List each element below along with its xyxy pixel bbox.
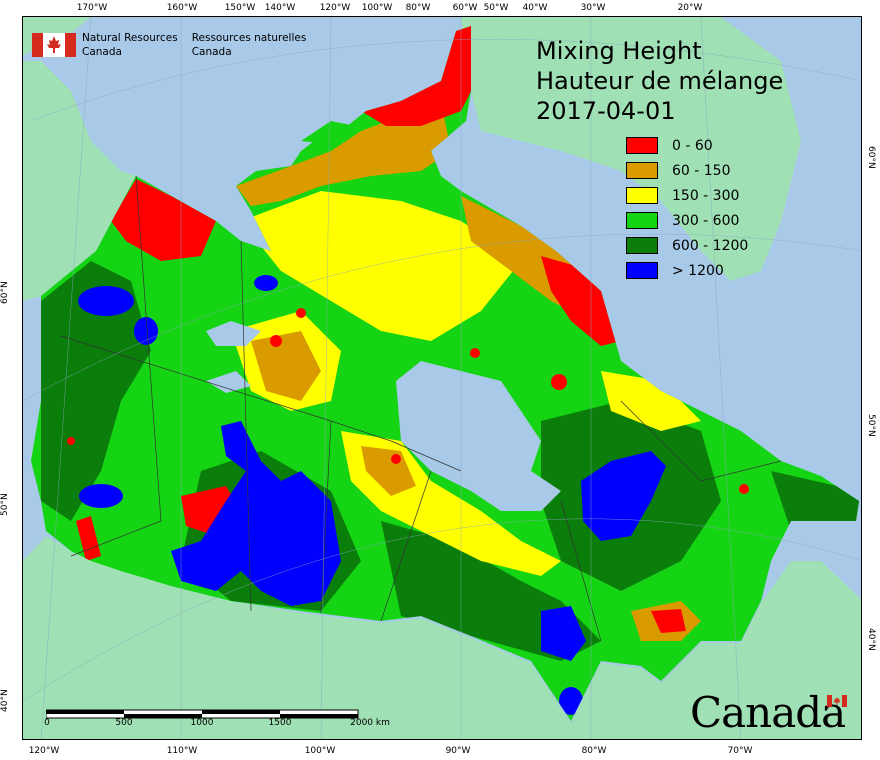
legend-label: 60 - 150 — [672, 162, 731, 179]
zone-red-bc — [76, 516, 101, 561]
legend-swatch — [626, 212, 658, 229]
great-slave-lake — [206, 371, 251, 393]
agency-en-line2: Canada — [82, 46, 122, 58]
wordmark-flag-icon — [827, 692, 847, 707]
tick-label: 140°W — [264, 3, 296, 13]
tick-label: 110°W — [166, 746, 198, 756]
scale-bar: 0 500 1000 1500 2000 km — [44, 706, 390, 728]
tick-label: 50°W — [483, 3, 509, 13]
zone-blue-bc — [79, 484, 123, 508]
tick-label: 20°W — [677, 3, 703, 13]
map-frame — [22, 16, 862, 740]
tick-label: 160°W — [166, 3, 198, 13]
legend-label: 300 - 600 — [672, 212, 740, 229]
tick-label: 40°W — [522, 3, 548, 13]
legend-label: 150 - 300 — [672, 187, 740, 204]
usa-land — [23, 536, 861, 739]
tick-label: 120°W — [319, 3, 351, 13]
legend-item: 300 - 600 — [626, 208, 748, 233]
title-date: 2017-04-01 — [536, 97, 676, 125]
zone-blue-quebec — [581, 451, 666, 541]
title-english: Mixing Height — [536, 37, 702, 65]
zone-orange-nwt — [251, 331, 321, 401]
tick-label: 100°W — [361, 3, 393, 13]
hotspot-3 — [551, 374, 567, 390]
scale-label: 1000 — [190, 718, 214, 728]
scale-label: 1500 — [268, 718, 292, 728]
tick-label: 120°W — [28, 746, 60, 756]
tick-label: 50°N — [866, 414, 876, 437]
tick-label: 70°W — [727, 746, 753, 756]
tick-label: 60°N — [866, 146, 876, 169]
zone-red-yukon — [111, 179, 216, 261]
legend-item: 150 - 300 — [626, 183, 748, 208]
agency-name-en: Natural Resources Canada — [82, 31, 178, 59]
hudson-bay — [396, 361, 561, 511]
legend-swatch — [626, 137, 658, 154]
zone-orange-hudson — [361, 446, 416, 496]
hotspot-7 — [67, 437, 75, 445]
scale-label: 0 — [44, 718, 50, 728]
canada-wordmark: Canada — [690, 688, 846, 737]
nrcan-signature: Natural Resources Canada Ressources natu… — [32, 31, 320, 59]
legend-label: 600 - 1200 — [672, 237, 749, 254]
zone-red-baffin — [541, 256, 621, 346]
tick-label: 60°W — [452, 3, 478, 13]
hotspot-2 — [296, 308, 306, 318]
agency-name-fr: Ressources naturelles Canada — [192, 31, 307, 59]
legend-item: 0 - 60 — [626, 133, 748, 158]
agency-fr-line2: Canada — [191, 46, 232, 58]
hotspot-1 — [270, 335, 282, 347]
tick-label: 80°W — [405, 3, 431, 13]
tick-label: 30°W — [580, 3, 606, 13]
zone-blue-arctic — [254, 275, 278, 291]
legend-swatch — [626, 237, 658, 254]
legend-label: 0 - 60 — [672, 137, 713, 154]
mixing-height-map — [23, 17, 861, 739]
agency-fr-line1: Ressources naturelles — [191, 32, 307, 44]
tick-label: 80°W — [581, 746, 607, 756]
legend-item: 60 - 150 — [626, 158, 748, 183]
zone-blue-central — [171, 421, 341, 606]
tick-label: 150°W — [224, 3, 256, 13]
hotspot-4 — [470, 348, 480, 358]
zone-blue-ontario — [541, 606, 586, 661]
legend-item: > 1200 — [626, 258, 748, 283]
tick-label: 40°N — [0, 689, 10, 712]
tick-label: 40°N — [866, 628, 876, 651]
tick-label: 170°W — [76, 3, 108, 13]
scale-label: 2000 km — [350, 718, 390, 728]
hotspot-5 — [391, 454, 401, 464]
graticule — [23, 17, 861, 739]
title-french: Hauteur de mélange — [536, 67, 784, 95]
hotspot-6 — [739, 484, 749, 494]
tick-label: 100°W — [304, 746, 336, 756]
legend-swatch — [626, 262, 658, 279]
province-borders — [60, 175, 782, 642]
zone-yellow-arctic — [241, 191, 521, 341]
legend-item: 600 - 1200 — [626, 233, 748, 258]
scale-bar-graphic — [45, 709, 359, 719]
legend-swatch — [626, 162, 658, 179]
zone-dark-west — [41, 261, 151, 521]
zone-blue-yukon — [78, 286, 134, 316]
tick-label: 90°W — [445, 746, 471, 756]
legend-swatch — [626, 187, 658, 204]
zone-blue-bc-north — [134, 317, 158, 345]
zone-orange-arctic — [236, 101, 451, 206]
agency-en-line1: Natural Resources — [82, 32, 178, 44]
legend-label: > 1200 — [672, 262, 724, 279]
map-title: Mixing Height Hauteur de mélange 2017-04… — [536, 36, 783, 126]
great-bear-lake — [206, 321, 261, 346]
zone-blue-southern-ontario — [559, 687, 583, 715]
canada-flag-icon — [32, 33, 76, 57]
tick-label: 50°N — [0, 493, 10, 516]
legend: 0 - 60 60 - 150 150 - 300 300 - 600 600 … — [626, 133, 748, 283]
zone-red-east — [651, 609, 686, 633]
scale-label: 500 — [115, 718, 133, 728]
tick-label: 60°N — [0, 281, 10, 304]
zone-yellow-labrador — [601, 371, 701, 431]
